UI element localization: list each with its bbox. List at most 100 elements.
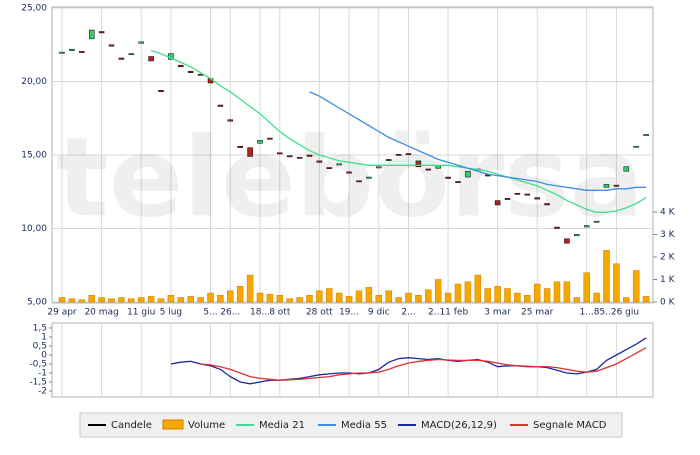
volume-bar: [316, 290, 323, 303]
x-tick-label: 5...: [203, 308, 217, 318]
candle-body: [564, 238, 570, 244]
candle-body: [524, 193, 531, 196]
candle-body: [118, 57, 125, 60]
x-tick-label: 85..26 giu: [594, 308, 639, 318]
volume-bar: [563, 281, 571, 303]
candle-body: [633, 145, 639, 148]
volume-bar: [78, 299, 86, 303]
candle-body: [504, 198, 511, 200]
candle-body: [257, 140, 263, 144]
candle-body: [217, 104, 224, 107]
candle-body: [366, 176, 372, 179]
legend-label: Volume: [188, 420, 225, 431]
volume-bar: [227, 290, 234, 303]
candle-body: [326, 167, 333, 169]
volume-bar: [415, 295, 422, 303]
volume-bar: [375, 295, 383, 303]
volume-bar: [613, 263, 620, 303]
x-tick-label: 18...: [250, 308, 270, 318]
volume-bar: [454, 283, 462, 303]
volume-bar: [118, 297, 125, 303]
candle-body: [247, 147, 253, 157]
y-tick-label: 15,00: [21, 151, 47, 161]
y2-tick-label: 4 K: [660, 208, 676, 218]
candle-body: [583, 225, 590, 228]
candle-body: [613, 184, 620, 187]
candle-body: [534, 197, 540, 200]
candle-body: [356, 180, 362, 183]
candle-body: [277, 152, 283, 155]
volume-bar: [98, 297, 105, 303]
x-tick-label: 2...: [401, 308, 415, 318]
volume-bar: [266, 293, 274, 303]
candle-body: [395, 154, 402, 156]
volume-bar: [147, 296, 155, 303]
volume-bar: [524, 295, 531, 303]
volume-bar: [296, 297, 303, 303]
candle-body: [425, 168, 432, 171]
candle-body: [178, 65, 184, 68]
candle-body: [445, 176, 451, 179]
candle-body: [415, 160, 422, 168]
line-series: [309, 91, 647, 191]
volume-bar: [207, 292, 214, 303]
y-tick-label: 5,00: [27, 298, 47, 308]
y2-tick-label: 3 K: [660, 230, 676, 240]
candle-body: [128, 53, 135, 56]
candle-body: [484, 174, 491, 177]
volume-bar: [276, 295, 284, 303]
legend-label: Segnale MACD: [533, 420, 607, 431]
candle-body: [296, 156, 303, 159]
x-tick-label: 2..11 feb: [428, 308, 468, 318]
candle-body: [385, 159, 392, 161]
volume-bar: [504, 288, 511, 303]
volume-bar: [326, 288, 333, 303]
candle-body: [603, 184, 610, 188]
candle-body: [544, 203, 550, 206]
line-series: [200, 347, 647, 381]
volume-bar: [593, 292, 600, 303]
macd-panel: [51, 322, 654, 398]
volume-bar: [642, 296, 650, 303]
y-tick-label: 0: [41, 351, 47, 361]
line-series: [170, 337, 647, 385]
candle-body: [376, 166, 382, 169]
candle-body: [79, 51, 85, 53]
candle-body: [623, 166, 630, 172]
candle-body: [187, 70, 194, 73]
volume-bar: [365, 287, 373, 303]
candle-body: [227, 119, 234, 122]
volume-bar: [88, 295, 95, 303]
candle-body: [267, 137, 273, 140]
volume-bar: [256, 292, 264, 303]
volume-bar: [474, 274, 482, 303]
candle-body: [98, 31, 105, 34]
y-tick-label: 0,5: [33, 342, 47, 352]
volume-bar: [197, 297, 204, 303]
volume-bar: [335, 292, 343, 303]
volume-bar: [484, 288, 491, 303]
volume-bar: [553, 281, 561, 303]
volume-bar: [355, 290, 363, 303]
volume-bar: [573, 297, 581, 303]
x-tick-label: 26...: [220, 308, 240, 318]
volume-bar: [246, 274, 254, 303]
candle-body: [138, 41, 144, 44]
volume-bar: [405, 292, 412, 303]
candle-body: [593, 220, 600, 223]
legend-label: Media 55: [341, 420, 387, 431]
volume-bar: [395, 297, 402, 303]
candle-body: [59, 51, 65, 54]
volume-bar: [464, 281, 472, 303]
y-tick-label: -2: [38, 387, 47, 397]
legend-label: Candele: [111, 420, 152, 431]
y2-tick-label: 2 K: [660, 253, 676, 263]
y2-tick-label: 1 K: [660, 275, 676, 285]
line-series: [150, 49, 647, 213]
volume-bar: [306, 295, 313, 303]
volume-bar: [623, 297, 630, 303]
volume-bar: [236, 286, 244, 303]
x-tick-label: 9 dic: [368, 308, 390, 318]
x-tick-label: 28 ott: [306, 308, 333, 318]
